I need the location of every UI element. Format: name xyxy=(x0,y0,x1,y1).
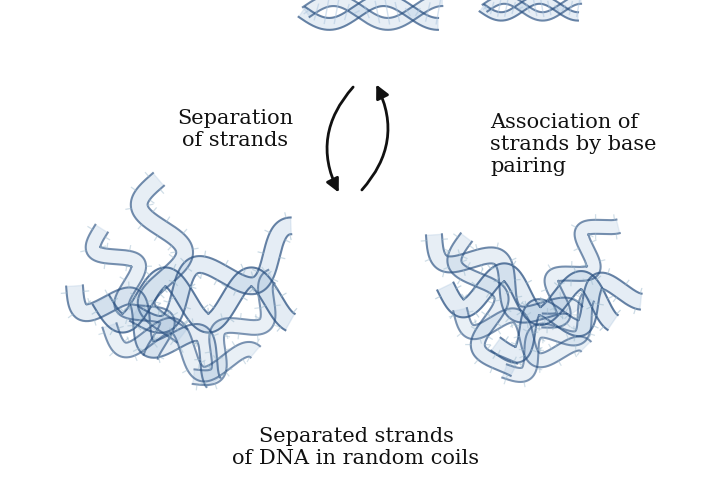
Polygon shape xyxy=(437,264,618,330)
Polygon shape xyxy=(93,268,294,332)
Polygon shape xyxy=(502,294,594,382)
Polygon shape xyxy=(130,218,292,333)
Polygon shape xyxy=(303,0,442,30)
Polygon shape xyxy=(102,318,260,382)
Polygon shape xyxy=(86,225,175,359)
Polygon shape xyxy=(131,173,193,342)
Polygon shape xyxy=(193,270,275,385)
Polygon shape xyxy=(454,308,591,368)
Polygon shape xyxy=(542,220,620,328)
Polygon shape xyxy=(483,0,581,20)
Polygon shape xyxy=(299,0,438,30)
Text: Association of
strands by base
pairing: Association of strands by base pairing xyxy=(490,114,656,176)
Polygon shape xyxy=(426,234,582,322)
Polygon shape xyxy=(480,0,578,20)
Text: Separation
of strands: Separation of strands xyxy=(177,110,293,150)
Polygon shape xyxy=(66,286,220,387)
Polygon shape xyxy=(447,234,517,376)
Text: Separated strands
of DNA in random coils: Separated strands of DNA in random coils xyxy=(232,428,479,469)
Polygon shape xyxy=(491,272,641,362)
